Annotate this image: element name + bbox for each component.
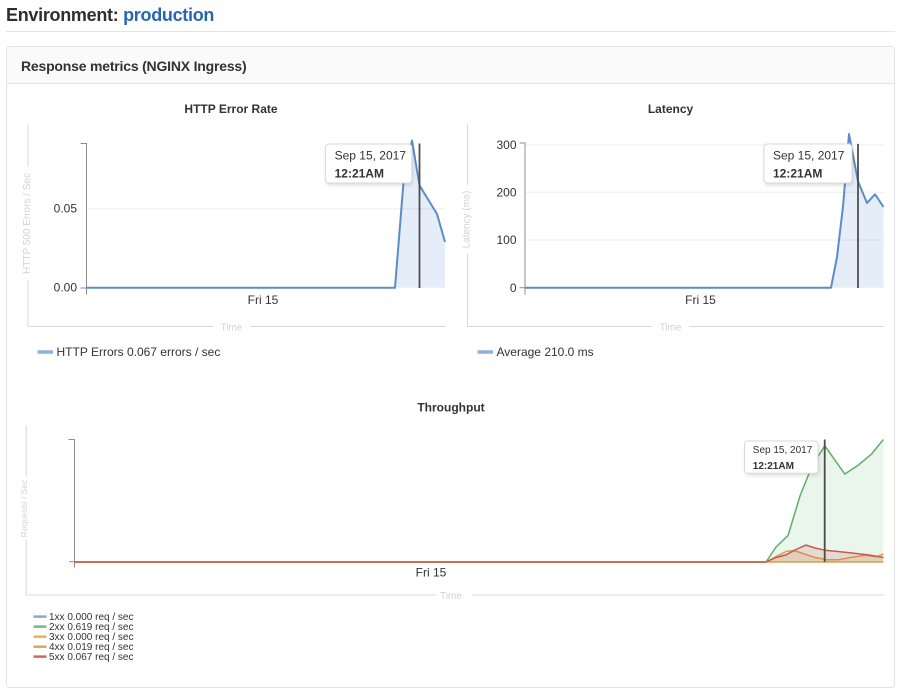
svg-text:5xx 0.067 req / sec: 5xx 0.067 req / sec — [49, 652, 134, 663]
svg-text:100: 100 — [496, 233, 516, 247]
svg-text:Time: Time — [660, 323, 682, 334]
svg-text:HTTP Errors 0.067 errors / sec: HTTP Errors 0.067 errors / sec — [57, 345, 221, 359]
svg-text:Sep 15, 2017: Sep 15, 2017 — [773, 149, 845, 163]
svg-text:Sep 15, 2017: Sep 15, 2017 — [753, 445, 813, 456]
svg-text:Time: Time — [440, 591, 462, 602]
svg-text:Fri 15: Fri 15 — [685, 293, 716, 307]
svg-text:0.05: 0.05 — [54, 202, 78, 216]
svg-text:Sep 15, 2017: Sep 15, 2017 — [335, 149, 407, 163]
svg-text:300: 300 — [496, 138, 516, 152]
svg-text:200: 200 — [496, 186, 516, 200]
svg-text:2xx 0.619 req / sec: 2xx 0.619 req / sec — [49, 622, 134, 633]
svg-text:3xx 0.000 req / sec: 3xx 0.000 req / sec — [49, 632, 134, 643]
svg-text:Time: Time — [221, 323, 243, 334]
svg-text:Latency: Latency — [648, 102, 694, 116]
svg-text:1xx 0.000 req / sec: 1xx 0.000 req / sec — [49, 612, 134, 623]
svg-text:0: 0 — [510, 281, 517, 295]
svg-text:Fri 15: Fri 15 — [416, 566, 447, 580]
svg-text:0.00: 0.00 — [54, 281, 78, 295]
svg-text:Requests / Sec: Requests / Sec — [19, 479, 29, 537]
svg-text:HTTP 500 Errors / Sec: HTTP 500 Errors / Sec — [22, 173, 33, 274]
svg-text:12:21AM: 12:21AM — [753, 461, 794, 472]
svg-text:12:21AM: 12:21AM — [773, 166, 822, 180]
svg-text:Fri 15: Fri 15 — [248, 293, 279, 307]
svg-text:Throughput: Throughput — [417, 401, 484, 415]
svg-text:12:21AM: 12:21AM — [335, 166, 384, 180]
svg-text:HTTP Error Rate: HTTP Error Rate — [184, 102, 277, 116]
svg-text:4xx 0.019 req / sec: 4xx 0.019 req / sec — [49, 642, 134, 653]
svg-text:Latency (ms): Latency (ms) — [462, 191, 473, 249]
svg-text:Average 210.0 ms: Average 210.0 ms — [497, 345, 594, 359]
